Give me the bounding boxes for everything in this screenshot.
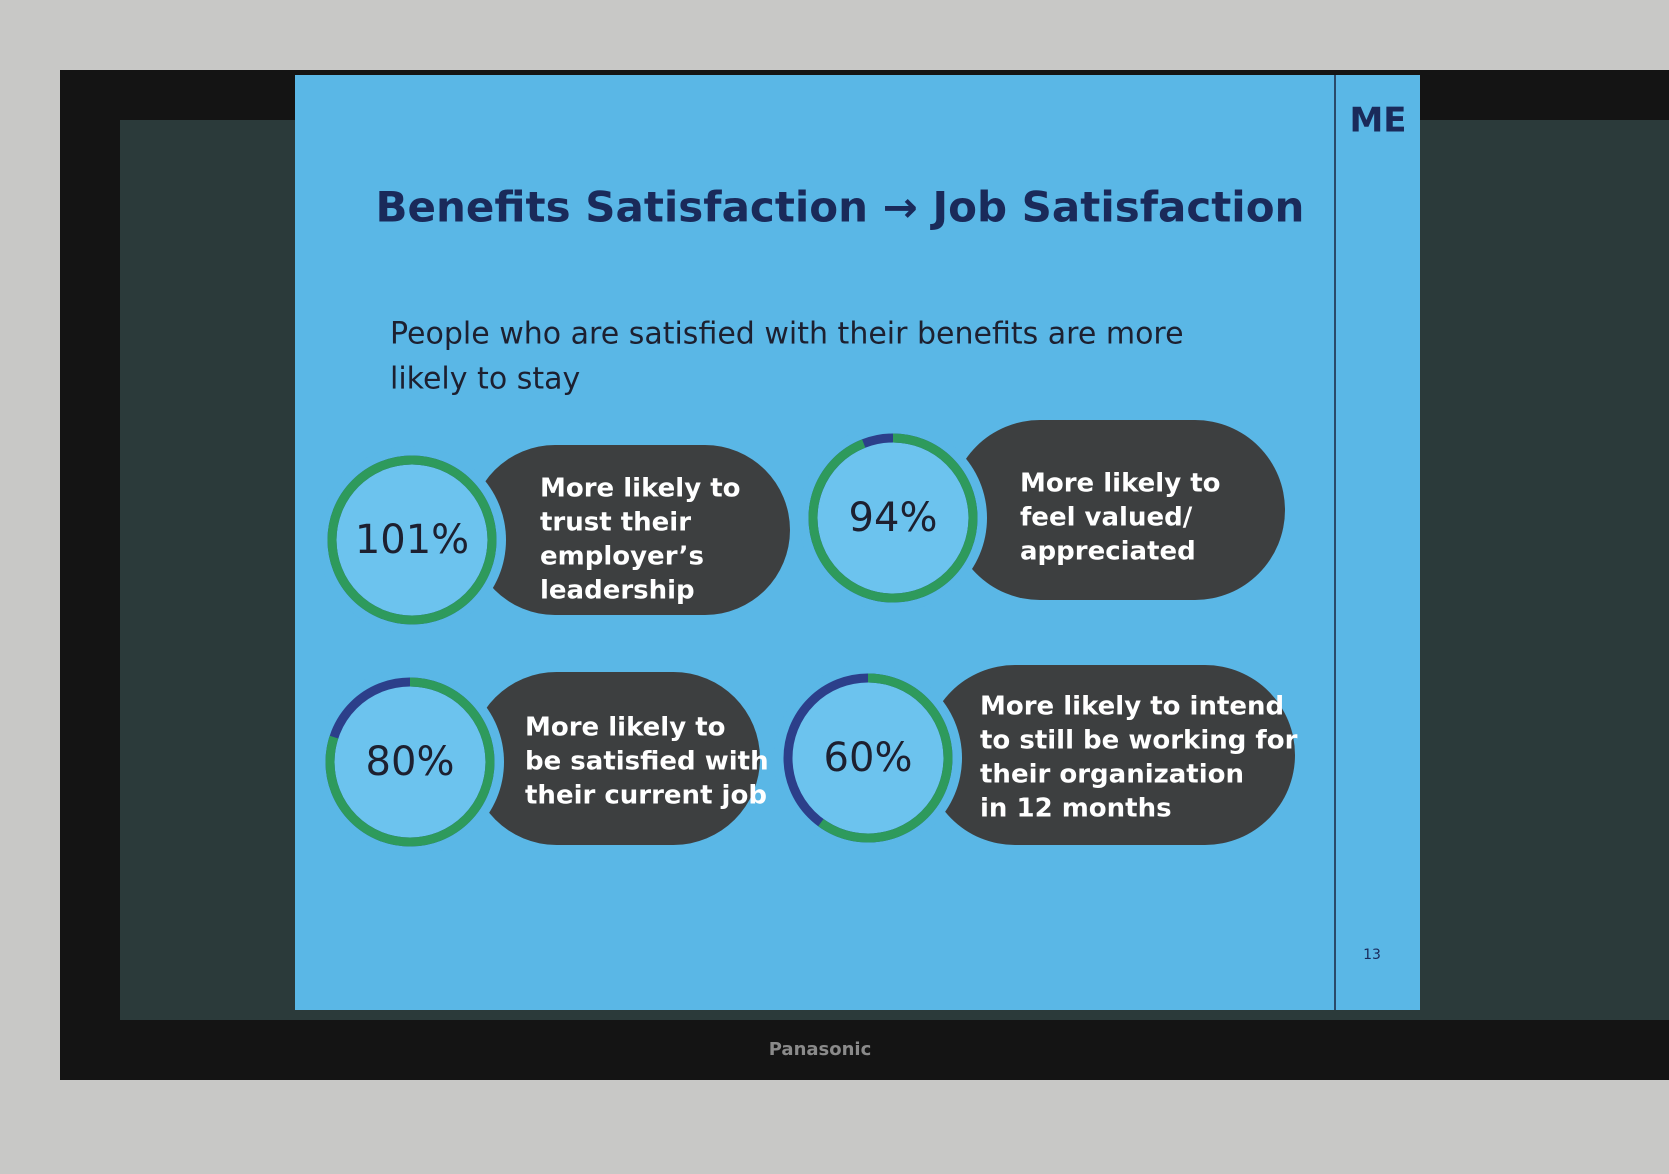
- stat-percent: 94%: [849, 495, 938, 541]
- stat-description: in 12 months: [980, 794, 1172, 824]
- stat-percent: 101%: [355, 517, 469, 563]
- stat-description: their current job: [525, 781, 767, 811]
- stat-description: More likely to intend: [980, 692, 1284, 722]
- page-number: 13: [1363, 947, 1381, 963]
- subtitle-line: likely to stay: [390, 362, 580, 397]
- stat-description: feel valued/: [1020, 503, 1193, 533]
- logo: ME: [1349, 101, 1406, 141]
- photo: ME 13 Benefits Satisfaction → Job Satisf…: [0, 0, 1669, 1174]
- stat-description: More likely to: [1020, 469, 1221, 499]
- page: ME 13 Benefits Satisfaction → Job Satisf…: [0, 0, 1669, 1174]
- stat-description: employer’s: [540, 542, 704, 572]
- subtitle-line: People who are satisfied with their bene…: [390, 317, 1184, 352]
- stat-description: More likely to: [540, 474, 741, 504]
- stat-description: be satisfied with: [525, 747, 769, 777]
- monitor-brand: Panasonic: [769, 1039, 872, 1060]
- stat-description: trust their: [540, 508, 691, 538]
- stat-description: More likely to: [525, 713, 726, 743]
- stat-description: appreciated: [1020, 537, 1196, 567]
- stat-description: leadership: [540, 576, 695, 606]
- stat-description: their organization: [980, 760, 1244, 790]
- stat-percent: 60%: [824, 735, 913, 781]
- stat-description: to still be working for: [980, 726, 1298, 756]
- slide-title: Benefits Satisfaction → Job Satisfaction: [376, 183, 1305, 232]
- stat-percent: 80%: [366, 739, 455, 785]
